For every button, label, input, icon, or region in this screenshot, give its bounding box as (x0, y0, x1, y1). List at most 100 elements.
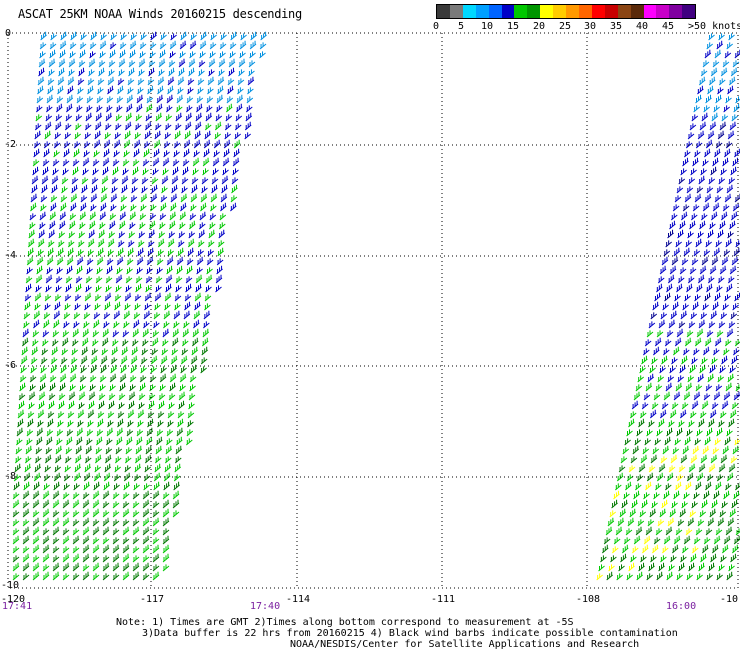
wind-barb (19, 382, 26, 392)
map-grid (8, 33, 738, 588)
wind-barb (132, 492, 140, 500)
wind-barb (723, 148, 731, 158)
legend-label-50: >50 knots (688, 21, 740, 32)
wind-barb (162, 564, 170, 572)
wind-barb (686, 429, 693, 437)
wind-barb (169, 40, 177, 50)
wind-barb (103, 139, 111, 149)
wind-barb (166, 256, 174, 266)
wind-barb (696, 328, 704, 338)
wind-barb (146, 256, 154, 266)
wind-barb (678, 465, 686, 473)
wind-barb (624, 481, 632, 491)
wind-barb (100, 193, 108, 203)
wind-barb (689, 267, 697, 275)
wind-barb (162, 508, 170, 518)
wind-barb (207, 87, 214, 95)
wind-barb (153, 312, 161, 320)
wind-barb (109, 384, 116, 392)
wind-barb (157, 249, 164, 257)
wind-barb (618, 465, 626, 473)
wind-barb (113, 483, 120, 491)
wind-barb (176, 427, 184, 437)
wind-barb (681, 501, 688, 509)
wind-barb (145, 103, 153, 113)
wind-barb (666, 330, 674, 338)
wind-barb (98, 67, 105, 77)
wind-barb (707, 517, 715, 527)
wind-barb (127, 240, 135, 248)
wind-barb (688, 321, 696, 329)
wind-barb (725, 382, 733, 392)
wind-barb (640, 555, 647, 563)
wind-barb (728, 177, 736, 185)
wind-barb (662, 445, 670, 455)
wind-barb (78, 231, 86, 239)
wind-barb (169, 51, 176, 59)
wind-barb (154, 463, 162, 473)
wind-barb (14, 463, 22, 473)
wind-barb (211, 177, 219, 185)
wind-barb (669, 508, 677, 518)
wind-barb (22, 490, 30, 500)
wind-barb (153, 139, 161, 149)
wind-barb (615, 526, 623, 536)
wind-barb (694, 481, 702, 491)
wind-barb (680, 211, 688, 221)
wind-barb (652, 346, 660, 356)
wind-barb (73, 148, 80, 158)
wind-barb (62, 528, 70, 536)
wind-barb (84, 456, 92, 464)
wind-barb (70, 357, 78, 365)
legend-label-0: 0 (433, 21, 440, 32)
wind-barb (191, 337, 199, 347)
wind-barb (39, 382, 46, 392)
wind-barb (674, 481, 682, 491)
wind-barb (67, 76, 75, 86)
wind-barb (30, 202, 37, 212)
wind-barb (126, 267, 133, 275)
wind-barb (169, 211, 177, 221)
wind-barb (38, 222, 46, 230)
wind-barb (203, 148, 210, 158)
wind-barb (115, 114, 123, 122)
wind-barb (673, 247, 681, 257)
wind-barb (100, 33, 107, 41)
wind-barb (174, 456, 182, 464)
wind-barb (712, 157, 719, 167)
wind-barb (126, 258, 134, 266)
wind-barb (665, 382, 673, 392)
wind-barb (62, 159, 70, 167)
wind-barb (53, 472, 61, 482)
wind-barb (85, 445, 93, 455)
wind-barb (685, 141, 693, 149)
wind-barb (79, 384, 86, 392)
wind-barb (668, 564, 675, 572)
wind-barb (22, 328, 30, 338)
wind-barb (730, 166, 737, 176)
wind-barb (709, 409, 717, 419)
wind-barb (58, 67, 65, 77)
wind-barb (167, 238, 175, 248)
wind-barb (613, 490, 620, 500)
wind-barb (82, 544, 90, 554)
wind-barb (134, 123, 142, 131)
wind-barb (674, 195, 682, 203)
wind-barb (116, 96, 124, 104)
wind-barb (59, 40, 67, 50)
wind-barb (112, 553, 120, 563)
wind-barb (69, 373, 77, 383)
wind-barb (37, 249, 44, 257)
wind-barb (94, 121, 102, 131)
wind-barb (687, 375, 695, 383)
wind-barb (105, 105, 113, 113)
wind-barb (702, 159, 709, 167)
wind-barb (699, 364, 706, 374)
wind-barb (734, 49, 740, 59)
wind-barb (83, 481, 90, 491)
wind-barb (61, 177, 69, 185)
wind-barb (725, 96, 732, 104)
wind-barb (64, 294, 72, 302)
wind-barb (181, 177, 189, 185)
wind-barb (167, 249, 174, 257)
